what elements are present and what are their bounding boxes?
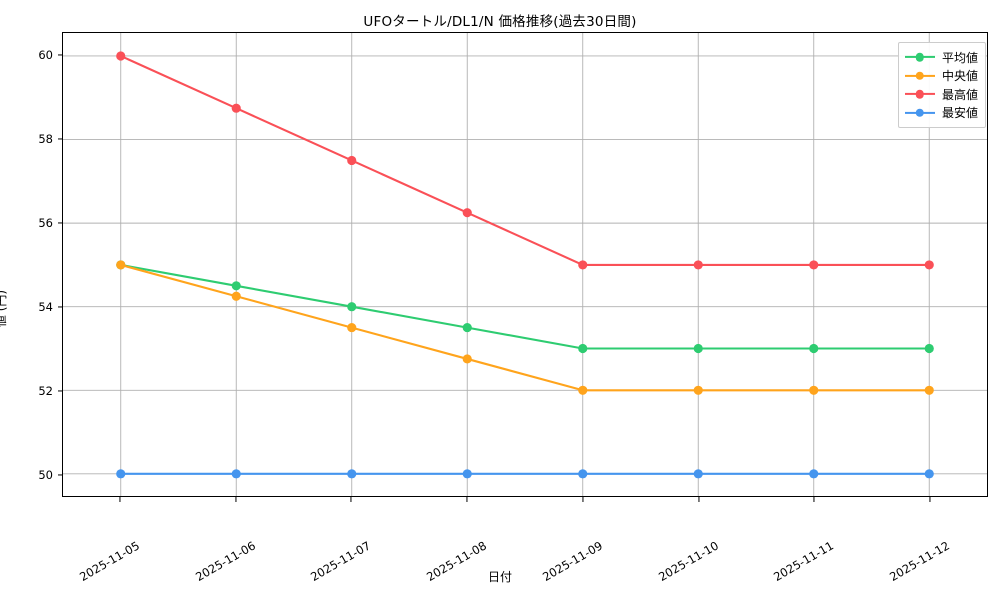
- data-point: [231, 291, 241, 301]
- data-point: [809, 343, 819, 354]
- y-tick-mark: [57, 222, 62, 224]
- data-point: [578, 385, 588, 395]
- data-point: [578, 469, 588, 479]
- data-point: [462, 323, 472, 333]
- x-tick-mark: [698, 497, 700, 502]
- x-tick-mark: [582, 497, 584, 502]
- y-tick-label: 54: [38, 299, 53, 314]
- legend-label: 平均値: [941, 50, 978, 65]
- chart-title: UFOタートル/DL1/N 価格推移(過去30日間): [363, 14, 637, 30]
- x-tick-mark: [929, 497, 931, 502]
- series-line: [119, 54, 931, 266]
- plot-area: [62, 32, 988, 497]
- data-point: [347, 323, 357, 333]
- y-tick-label: 52: [38, 383, 53, 398]
- y-tick-label: 58: [38, 132, 53, 147]
- data-point: [347, 155, 357, 166]
- legend-marker-dot: [915, 53, 925, 62]
- y-tick-label: 56: [38, 215, 53, 230]
- data-point: [462, 208, 472, 218]
- data-point: [462, 354, 472, 364]
- data-point: [809, 260, 819, 270]
- series-line: [119, 263, 931, 392]
- y-tick-mark: [57, 306, 62, 308]
- data-point: [924, 260, 934, 270]
- data-point: [693, 260, 703, 270]
- legend-marker-dot: [915, 108, 925, 117]
- x-tick-mark: [235, 497, 237, 502]
- series-最高値: [116, 51, 934, 270]
- y-axis-label: 値 (円): [0, 289, 8, 327]
- legend-swatch-icon: [904, 87, 935, 101]
- data-point: [693, 343, 703, 354]
- chart-legend: 平均値中央値最高値最安値: [897, 42, 986, 128]
- x-axis-label: 日付: [487, 570, 512, 584]
- legend-label: 最高値: [941, 87, 978, 102]
- x-tick-mark: [119, 497, 121, 502]
- y-tick-label: 50: [38, 467, 53, 482]
- data-point: [347, 469, 357, 479]
- series-平均値: [116, 260, 934, 354]
- legend-swatch-icon: [904, 69, 935, 83]
- data-point: [116, 469, 126, 479]
- data-point: [116, 51, 126, 61]
- series-line: [119, 263, 931, 350]
- data-point: [347, 302, 357, 312]
- data-point: [693, 469, 703, 479]
- data-point: [462, 469, 472, 479]
- legend-item-中央値[interactable]: 中央値: [904, 67, 978, 86]
- data-point: [231, 103, 241, 113]
- x-tick-mark: [813, 497, 815, 502]
- legend-item-最安値[interactable]: 最安値: [904, 104, 978, 123]
- legend-swatch-icon: [904, 50, 935, 64]
- legend-marker-dot: [915, 90, 925, 99]
- y-tick-mark: [57, 390, 62, 392]
- data-point: [924, 469, 934, 479]
- legend-item-平均値[interactable]: 平均値: [904, 48, 978, 67]
- y-tick-mark: [57, 138, 62, 140]
- y-tick-mark: [57, 54, 62, 56]
- data-point: [578, 343, 588, 354]
- y-tick-label: 60: [38, 48, 53, 63]
- data-point: [809, 385, 819, 395]
- data-point: [231, 469, 241, 479]
- x-tick-mark: [466, 497, 468, 502]
- data-point: [924, 385, 934, 395]
- data-point: [809, 469, 819, 479]
- data-point: [693, 385, 703, 395]
- legend-marker-dot: [915, 71, 925, 80]
- data-series-layer: [116, 51, 934, 479]
- legend-item-最高値[interactable]: 最高値: [904, 85, 978, 104]
- x-tick-mark: [350, 497, 352, 502]
- series-最安値: [116, 469, 934, 479]
- series-中央値: [116, 260, 934, 395]
- y-tick-mark: [57, 474, 62, 476]
- data-point: [116, 260, 126, 270]
- legend-swatch-icon: [904, 106, 935, 120]
- data-point: [578, 260, 588, 270]
- data-point: [924, 343, 934, 354]
- legend-label: 中央値: [941, 69, 978, 84]
- data-point: [231, 281, 241, 291]
- legend-label: 最安値: [941, 106, 978, 121]
